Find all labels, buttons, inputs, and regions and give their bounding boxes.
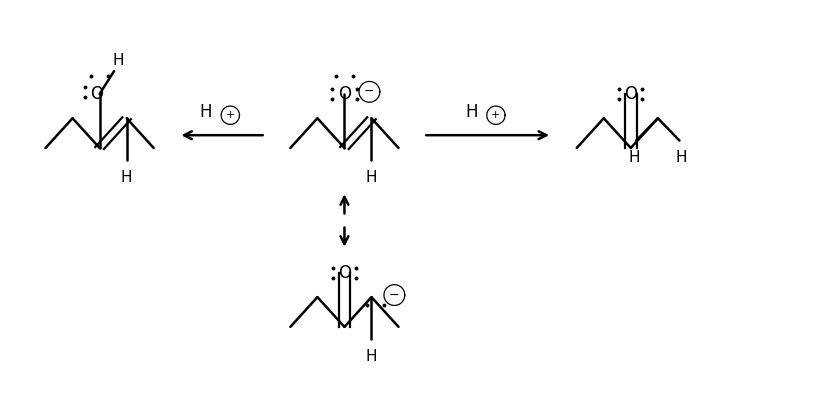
Text: O: O: [338, 264, 351, 282]
Text: H: H: [366, 170, 378, 185]
Text: O: O: [338, 85, 351, 103]
Text: H: H: [676, 150, 687, 165]
Text: H: H: [121, 170, 133, 185]
Text: −: −: [364, 85, 374, 98]
Text: H: H: [366, 349, 378, 364]
Text: O: O: [624, 85, 637, 103]
Text: +: +: [226, 110, 235, 120]
Text: H: H: [628, 150, 640, 165]
Text: H: H: [465, 103, 478, 121]
Text: H: H: [113, 53, 124, 68]
Text: +: +: [491, 110, 500, 120]
Text: H: H: [199, 103, 212, 121]
Text: −: −: [389, 289, 399, 302]
Text: O: O: [90, 85, 104, 103]
